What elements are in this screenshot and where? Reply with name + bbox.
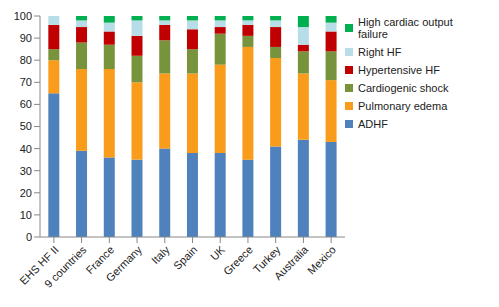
svg-text:0: 0	[26, 231, 32, 243]
svg-text:UK: UK	[208, 243, 228, 263]
html-text:Cardiogenic shock: Cardiogenic shock	[358, 82, 449, 94]
html-text:Hypertensive HF: Hypertensive HF	[358, 64, 440, 76]
svg-text:France: France	[83, 243, 117, 277]
svg-text:10: 10	[20, 209, 32, 221]
svg-text:20: 20	[20, 187, 32, 199]
svg-text:100: 100	[14, 10, 32, 22]
html-text:High cardiac output failure: High cardiac output failure	[358, 16, 453, 40]
svg-text:70: 70	[20, 76, 32, 88]
html-text:Right HF: Right HF	[358, 46, 402, 58]
svg-text:Greece: Greece	[221, 243, 255, 277]
svg-text:Germany: Germany	[104, 243, 145, 284]
svg-text:Italy: Italy	[149, 243, 172, 266]
svg-text:Spain: Spain	[171, 243, 199, 271]
svg-text:50: 50	[20, 120, 32, 132]
svg-text:9 countries: 9 countries	[42, 243, 89, 290]
svg-text:Australia: Australia	[272, 243, 311, 282]
svg-text:Mexico: Mexico	[305, 243, 338, 276]
html-text:ADHF: ADHF	[358, 118, 388, 130]
svg-text:Turkey: Turkey	[250, 243, 283, 276]
svg-text:30: 30	[20, 165, 32, 177]
svg-text:80: 80	[20, 54, 32, 66]
html-text:Pulmonary edema: Pulmonary edema	[358, 100, 448, 112]
svg-text:40: 40	[20, 143, 32, 155]
svg-text:EHS HF II: EHS HF II	[17, 243, 61, 287]
svg-text:90: 90	[20, 32, 32, 44]
svg-text:60: 60	[20, 98, 32, 110]
